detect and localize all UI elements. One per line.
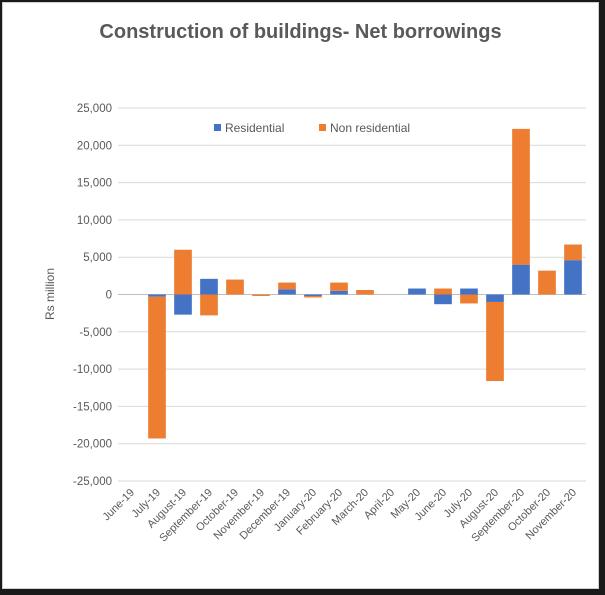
bar-residential: [148, 294, 166, 297]
y-tick-label: -10,000: [73, 364, 112, 376]
y-axis-ticks: 25,000 20,000 15,000 10,000 5,000 0 -5,000 -10,…: [73, 103, 112, 488]
y-tick-label: 5,000: [83, 252, 112, 264]
bar-residential: [486, 294, 504, 302]
bar-non-residential: [538, 270, 556, 295]
legend-swatch: [319, 124, 326, 131]
bar-residential: [278, 289, 296, 295]
bar-residential: [304, 294, 322, 296]
y-axis-label: Rs million: [43, 268, 57, 320]
bar-residential: [200, 278, 218, 295]
bar-non-residential: [356, 290, 374, 295]
legend-label: Residential: [225, 121, 284, 135]
legend: Residential Non residential: [214, 121, 410, 135]
y-tick-label: 25,000: [77, 103, 112, 115]
bar-residential: [564, 260, 582, 295]
bar-non-residential: [200, 294, 218, 316]
legend-swatch: [214, 124, 221, 131]
gridlines: [118, 107, 586, 482]
bars: [148, 128, 582, 439]
bar-residential: [434, 294, 452, 305]
bar-non-residential: [330, 282, 348, 291]
bar-chart: 25,000 20,000 15,000 10,000 5,000 0 -5,000 -10,…: [43, 103, 586, 545]
bar-non-residential: [278, 282, 296, 290]
chart-title: Construction of buildings- Net borrowing…: [99, 21, 502, 43]
bar-non-residential: [304, 295, 322, 298]
y-tick-label: -20,000: [73, 439, 112, 451]
bar-non-residential: [434, 288, 452, 295]
x-axis-ticks: June-19July-19August-19September-19Octob…: [101, 487, 580, 545]
bar-non-residential: [252, 294, 270, 296]
y-tick-label: 15,000: [77, 178, 112, 190]
bar-residential: [460, 288, 478, 295]
bar-non-residential: [564, 244, 582, 261]
bar-non-residential: [460, 294, 478, 304]
bar-residential: [408, 288, 426, 295]
y-tick-label: -15,000: [73, 401, 112, 413]
x-tick-label: June-19: [101, 487, 138, 524]
bar-residential: [330, 290, 348, 295]
bar-non-residential: [512, 128, 530, 265]
bar-non-residential: [148, 296, 166, 439]
bar-residential: [174, 294, 192, 315]
y-tick-label: 20,000: [77, 140, 112, 152]
bar-residential: [512, 264, 530, 295]
y-tick-label: 10,000: [77, 215, 112, 227]
legend-label: Non residential: [330, 121, 410, 135]
chart-frame: Construction of buildings- Net borrowing…: [2, 2, 599, 589]
y-tick-label: -5,000: [79, 327, 112, 339]
y-tick-label: -25,000: [73, 476, 112, 488]
bar-non-residential: [226, 279, 244, 295]
y-tick-label: 0: [106, 290, 112, 302]
bar-non-residential: [486, 301, 504, 382]
bar-non-residential: [174, 249, 192, 295]
